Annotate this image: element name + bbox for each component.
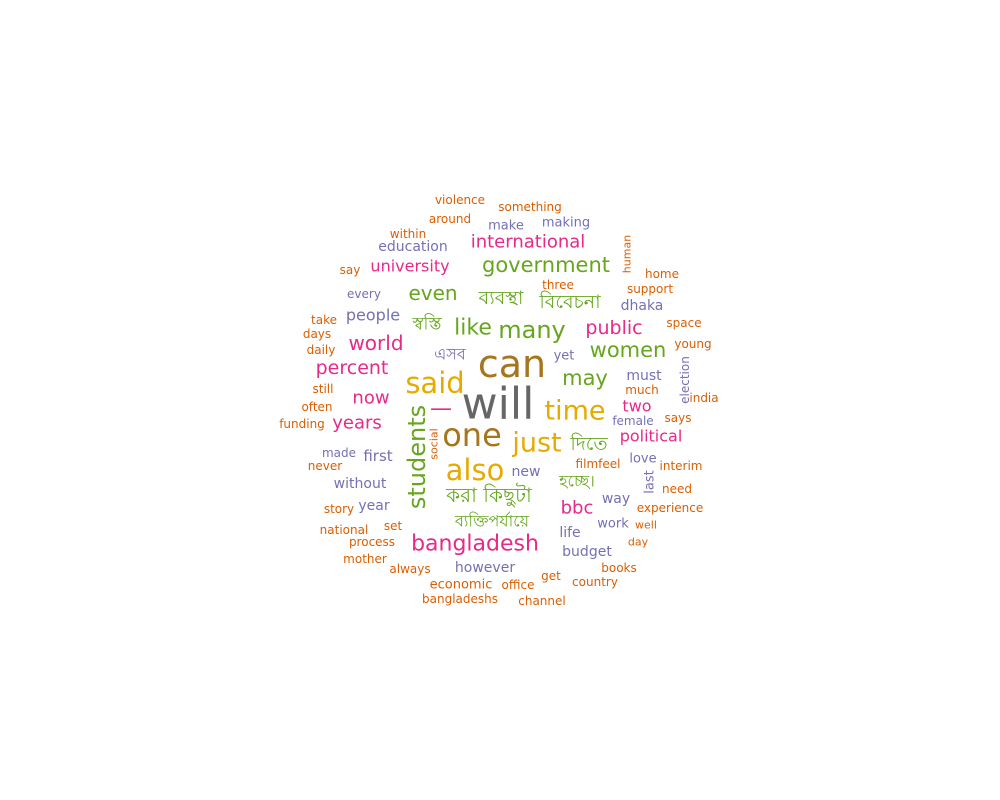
word-election: election	[678, 356, 692, 404]
word-now: now	[352, 388, 389, 409]
word-daily: daily	[307, 343, 336, 357]
word-filmfeel: filmfeel	[576, 457, 621, 471]
word-violence: violence	[435, 193, 485, 207]
word-many: many	[498, 316, 566, 344]
word-years: years	[332, 413, 382, 434]
word-made: made	[322, 446, 356, 460]
word-bibechona: বিবেচনা	[538, 291, 601, 313]
word-life: life	[559, 525, 580, 541]
word-say: say	[340, 263, 361, 277]
word-set: set	[384, 519, 403, 533]
word-one: one	[442, 416, 502, 454]
word-office: office	[502, 578, 535, 592]
word-funding: funding	[279, 417, 325, 431]
word-however: however	[455, 560, 515, 576]
word-ebong: এসব	[434, 345, 467, 364]
word-love: love	[629, 452, 656, 467]
word-byabostha: ব্যবস্থা	[478, 287, 524, 309]
word-story: story	[324, 502, 354, 516]
word-mother: mother	[343, 552, 387, 566]
word-work: work	[597, 517, 629, 532]
word-every: every	[347, 287, 381, 301]
word-experience: experience	[637, 501, 704, 515]
word-social: social	[428, 428, 441, 459]
word-bangladesh: bangladesh	[411, 532, 539, 557]
word-female: female	[612, 414, 653, 428]
word-university: university	[370, 257, 449, 276]
word-political: political	[620, 427, 683, 446]
word-always: always	[389, 562, 430, 576]
word-even: even	[408, 281, 457, 305]
word-books: books	[601, 561, 637, 575]
word-new: new	[512, 464, 541, 480]
word-says: says	[665, 411, 692, 425]
word-without: without	[334, 476, 387, 492]
word-students: students	[403, 405, 431, 509]
word-never: never	[308, 459, 342, 473]
word-three: three	[542, 278, 574, 292]
word-byaktiporjaye: ব্যক্তিপর্যায়ে	[454, 512, 530, 531]
word-also: also	[446, 453, 505, 487]
word-home: home	[645, 267, 679, 281]
word-just: just	[511, 428, 561, 459]
word-process: process	[349, 535, 395, 549]
word-make: make	[488, 219, 524, 234]
word-national: national	[320, 523, 369, 537]
word-cloud-words: willcanonesaidalsotimejuststudentsmanyli…	[279, 193, 718, 608]
word-still: still	[313, 382, 334, 396]
word-may: may	[562, 366, 608, 390]
word-last: last	[643, 470, 658, 493]
word-time: time	[544, 396, 605, 427]
word-said: said	[405, 366, 464, 400]
word-much: much	[625, 383, 659, 397]
word-support: support	[627, 282, 673, 296]
word-public: public	[585, 317, 642, 339]
word-can: can	[478, 342, 546, 386]
word-emdash: —	[430, 397, 452, 422]
word-percent: percent	[316, 357, 389, 379]
word-way: way	[602, 491, 630, 507]
word-yet: yet	[554, 349, 575, 364]
word-human: human	[621, 235, 634, 273]
word-young: young	[674, 337, 711, 351]
word-india: india	[689, 391, 718, 405]
word-well: well	[635, 519, 657, 532]
word-international: international	[471, 232, 586, 253]
word-world: world	[348, 331, 403, 355]
word-swasti: স্বস্তি	[411, 314, 442, 335]
word-must: must	[626, 368, 662, 384]
word-hochchhe: হচ্ছে।	[558, 472, 595, 491]
word-need: need	[662, 482, 692, 496]
word-budget: budget	[562, 544, 612, 560]
word-dite: দিতে	[569, 433, 608, 455]
word-year: year	[358, 498, 389, 514]
word-making: making	[542, 216, 590, 231]
word-economic: economic	[430, 578, 493, 593]
word-take: take	[311, 313, 337, 327]
word-interim: interim	[660, 459, 703, 473]
word-kichhuta: করা কিছুটা	[445, 483, 533, 507]
word-around: around	[429, 212, 471, 226]
word-bangladeshs: bangladeshs	[422, 592, 498, 606]
word-often: often	[301, 400, 332, 414]
word-first: first	[363, 447, 392, 465]
word-within: within	[390, 227, 426, 241]
word-bbc: bbc	[561, 498, 594, 519]
word-days: days	[303, 327, 331, 341]
word-education: education	[378, 239, 447, 255]
word-two: two	[622, 397, 651, 416]
word-get: get	[541, 569, 561, 583]
word-women: women	[590, 338, 667, 362]
word-day: day	[628, 536, 649, 549]
word-something: something	[498, 200, 562, 214]
word-government: government	[482, 253, 610, 277]
word-will: will	[462, 379, 535, 430]
word-channel: channel	[518, 594, 565, 608]
word-dhaka: dhaka	[621, 298, 664, 314]
word-space: space	[666, 316, 701, 330]
word-people: people	[346, 306, 400, 325]
word-like: like	[454, 316, 492, 341]
word-country: country	[572, 575, 618, 589]
